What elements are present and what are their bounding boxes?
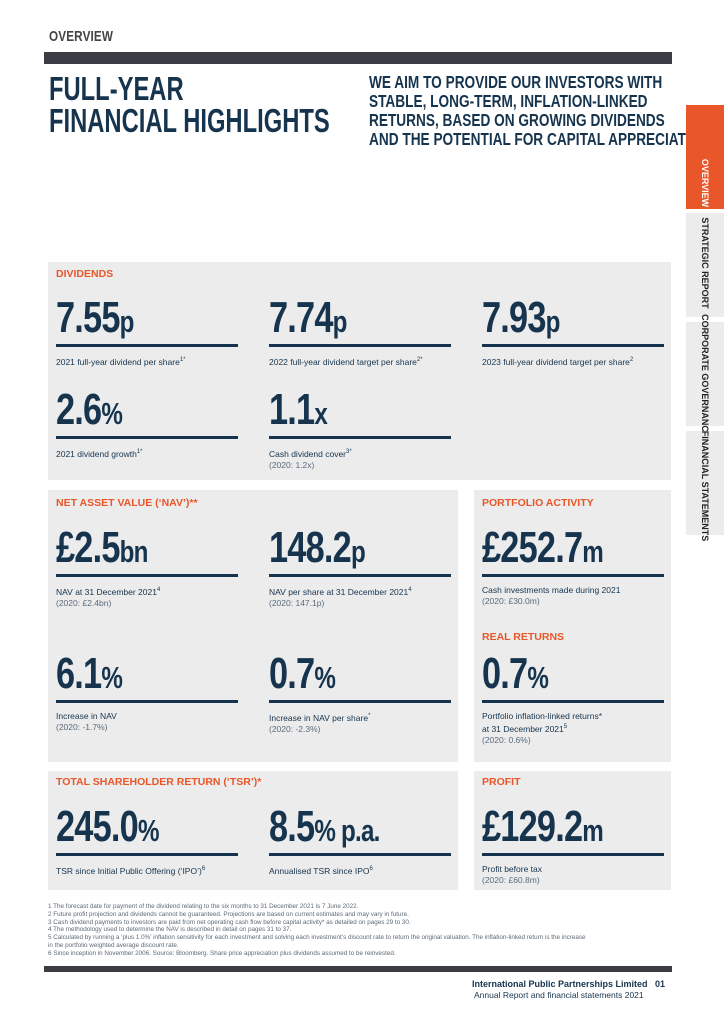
metric-increase-in-nav: 6.1% Increase in NAV (2020: -1.7%) [56,652,238,733]
side-tab-strategic-report[interactable]: STRATEGIC REPORT [686,213,724,317]
metric-cash-dividend-cover: 1.1x Cash dividend cover3* (2020: 1.2x) [269,388,451,471]
profit-panel: PROFIT £129.2m Profit before tax (2020: … [474,771,671,890]
dividends-panel: DIVIDENDS 7.55p 2021 full-year dividend … [48,262,671,480]
metric-rule [482,853,664,856]
metric-increase-in-nav-per-share: 0.7% Increase in NAV per share* (2020: -… [269,652,451,735]
footer-company: International Public Partnerships Limite… [472,979,666,989]
metric-profit-before-tax: £129.2m Profit before tax (2020: £60.8m) [482,805,664,886]
metric-nav: £2.5bn NAV at 31 December 20214 (2020: £… [56,526,238,609]
metric-rule [56,853,238,856]
footnote: 3 Cash dividend payments to investors ar… [48,918,411,926]
metric-cash-investments: £252.7m Cash investments made during 202… [482,526,664,607]
bottom-divider-bar [44,966,672,972]
metric-nav-per-share: 148.2p NAV per share at 31 December 2021… [269,526,451,609]
side-tab-overview[interactable]: OVERVIEW [686,105,724,209]
footnote: 1 The forecast date for payment of the d… [48,903,359,910]
metric-rule [56,700,238,703]
page-subtitle: WE AIM TO PROVIDE OUR INVESTORS WITH STA… [369,72,711,149]
metric-2021-dividend: 7.55p 2021 full-year dividend per share1… [56,296,238,368]
metric-rule [56,574,238,577]
footer-report-title: Annual Report and financial statements 2… [474,990,644,1000]
metric-rule [56,344,238,347]
footnote: in the portfolio weighted average discou… [48,941,179,949]
portfolio-heading: PORTFOLIO ACTIVITY [482,497,594,509]
footnote: 4 The methodology used to determine the … [48,926,292,934]
dividends-heading: DIVIDENDS [56,268,114,280]
metric-2023-dividend-target: 7.93p 2023 full-year dividend target per… [482,296,664,368]
metric-rule [482,344,664,347]
footnote: 6 Since inception in November 2006. Sour… [48,949,396,957]
metric-rule [269,853,451,856]
metric-rule [482,574,664,577]
metric-rule [56,436,238,439]
metric-rule [269,436,451,439]
metric-rule [269,700,451,703]
tsr-panel: TOTAL SHAREHOLDER RETURN (‘TSR’)* 245.0%… [48,771,458,890]
top-divider-bar [44,52,672,64]
page-number: 01 [655,979,666,989]
metric-dividend-growth: 2.6% 2021 dividend growth1* [56,388,238,460]
page-title: FULL-YEAR FINANCIAL HIGHLIGHTS [49,70,330,139]
profit-heading: PROFIT [482,776,521,788]
metric-rule [269,344,451,347]
footnote: 2 Future profit projection and dividends… [48,910,409,918]
portfolio-panel: PORTFOLIO ACTIVITY £252.7m Cash investme… [474,490,671,762]
section-label: OVERVIEW [49,28,114,45]
real-returns-heading: REAL RETURNS [482,631,565,643]
metric-2022-dividend-target: 7.74p 2022 full-year dividend target per… [269,296,451,368]
metric-annualised-tsr: 8.5% p.a. Annualised TSR since IPO6 [269,805,451,877]
nav-heading: NET ASSET VALUE (‘NAV’)** [56,497,198,509]
nav-panel: NET ASSET VALUE (‘NAV’)** £2.5bn NAV at … [48,490,458,762]
footnote: 5 Calculated by running a ‘plus 1.0%’ in… [48,934,586,942]
footnotes: 1 The forecast date for payment of the d… [48,903,668,958]
metric-tsr-since-ipo: 245.0% TSR since Initial Public Offering… [56,805,238,877]
side-tab-corporate-governance[interactable]: CORPORATE GOVERNANCE [686,314,724,438]
metric-rule [269,574,451,577]
metric-rule [482,700,664,703]
metric-inflation-linked-returns: 0.7% Portfolio inflation-linked returns*… [482,652,664,746]
tsr-heading: TOTAL SHAREHOLDER RETURN (‘TSR’)* [56,776,262,788]
side-tab-financial-statements[interactable]: FINANCIAL STATEMENTS [686,431,724,541]
